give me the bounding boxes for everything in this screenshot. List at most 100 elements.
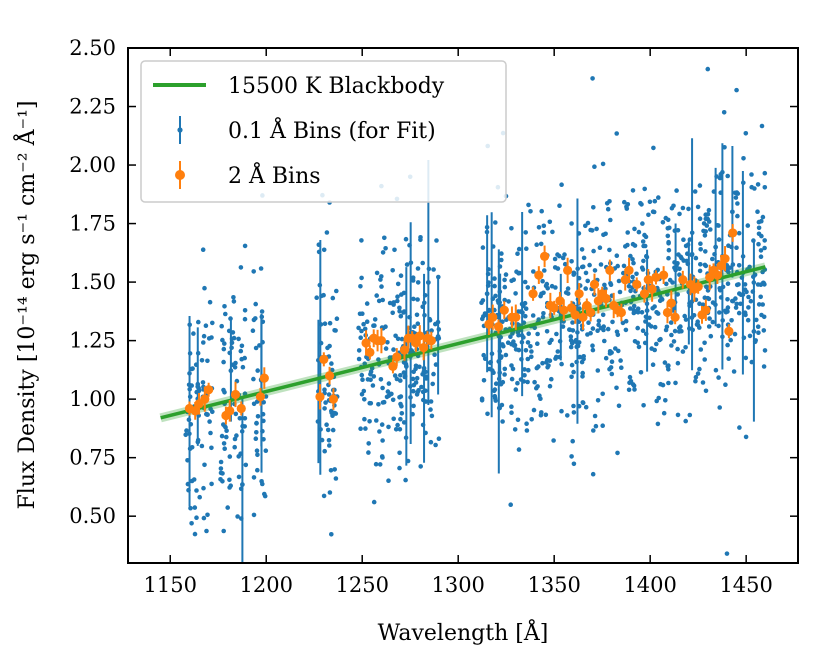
fine-bin-point: [614, 253, 620, 258]
fine-bin-point: [619, 365, 624, 371]
fine-bin-point: [702, 233, 708, 238]
fine-bin-point: [390, 397, 396, 403]
fine-bin-point: [755, 209, 760, 214]
fine-bin-point: [628, 288, 633, 294]
fine-bin-point: [360, 311, 365, 317]
fine-bin-point: [184, 428, 189, 433]
fine-bin-point: [543, 412, 549, 418]
fine-bin-point: [509, 376, 515, 382]
fine-bin-point: [253, 436, 259, 442]
fine-bin-point: [356, 356, 362, 362]
fine-bin-point: [366, 450, 371, 455]
fine-bin-point: [485, 411, 490, 417]
fine-bin-point: [380, 400, 386, 405]
fine-bin-point: [189, 521, 194, 526]
fine-bin-point: [532, 379, 537, 385]
fine-bin-point: [759, 218, 764, 224]
fine-bin-point: [358, 426, 363, 432]
fine-bin-point: [197, 494, 202, 500]
fine-bin-point: [493, 381, 499, 387]
fine-bin-point: [730, 298, 736, 304]
fine-bin-point: [630, 188, 636, 193]
fine-bin-point: [615, 450, 620, 456]
fine-bin-point: [425, 280, 431, 285]
fine-bin-point: [513, 387, 519, 392]
coarse-bin-point: [724, 326, 734, 336]
coarse-bin-point: [426, 336, 436, 346]
fine-bin-point: [673, 380, 678, 386]
fine-bin-point: [557, 203, 562, 208]
fine-bin-point: [371, 374, 377, 379]
fine-bin-point: [220, 471, 225, 476]
fine-bin-point: [218, 466, 224, 471]
coarse-bin-point: [411, 338, 421, 348]
fine-bin-point: [391, 347, 396, 352]
fine-bin-point: [693, 374, 699, 380]
fine-bin-point: [746, 294, 751, 300]
fine-bin-point: [189, 445, 195, 450]
fine-bin-point: [404, 262, 410, 267]
fine-bin-point: [710, 256, 715, 262]
fine-bin-point: [756, 231, 762, 237]
fine-bin-point: [516, 347, 522, 353]
fine-bin-point: [615, 332, 621, 338]
fine-bin-point: [678, 254, 683, 260]
fine-bin-point: [380, 385, 385, 391]
fine-bin-point: [703, 212, 708, 217]
fine-bin-point: [509, 363, 514, 368]
fine-bin-point: [253, 301, 258, 307]
fine-bin-point: [393, 427, 399, 432]
fine-bin-point: [387, 300, 393, 306]
fine-bin-point: [651, 145, 656, 151]
fine-bin-point: [726, 356, 731, 362]
coarse-bin-point: [419, 343, 429, 353]
fine-bin-point: [591, 205, 596, 210]
fine-bin-point: [253, 430, 259, 435]
coarse-bin-point: [376, 336, 387, 346]
fine-bin-point: [686, 206, 691, 212]
fine-bin-point: [751, 329, 757, 334]
x-tick-label: 1200: [239, 573, 292, 597]
fine-bin-point: [362, 326, 368, 332]
fine-bin-point: [581, 255, 587, 261]
fine-bin-point: [549, 376, 554, 382]
fine-bin-point: [219, 433, 225, 439]
fine-bin-point: [418, 464, 424, 469]
fine-bin-point: [255, 452, 260, 458]
fine-bin-point: [741, 156, 746, 161]
fine-bin-point: [496, 359, 502, 364]
fine-bin-point: [367, 419, 372, 424]
fine-bin-point: [390, 268, 396, 273]
fine-bin-point: [370, 383, 376, 388]
fine-bin-point: [238, 348, 244, 354]
fine-bin-point: [421, 365, 427, 371]
fine-bin-point: [233, 411, 239, 417]
coarse-bin-point: [643, 275, 653, 285]
fine-bin-point: [324, 230, 330, 235]
fine-bin-point: [667, 225, 672, 231]
fine-bin-point: [632, 226, 637, 232]
fine-bin-point: [642, 186, 647, 192]
fine-bin-point: [251, 376, 256, 382]
fine-bin-point: [397, 309, 402, 314]
fine-bin-point: [639, 310, 645, 315]
fine-bin-point: [219, 323, 224, 329]
fine-bin-point: [636, 344, 642, 350]
fine-bin-point: [386, 478, 391, 484]
fine-bin-point: [602, 338, 607, 344]
fine-bin-point: [568, 344, 574, 350]
fine-bin-point: [222, 446, 227, 452]
fine-bin-point: [205, 358, 210, 364]
fine-bin-point: [431, 267, 436, 272]
fine-bin-point: [560, 255, 566, 261]
fine-bin-point: [412, 324, 417, 330]
fine-bin-point: [183, 432, 188, 438]
fine-bin-point: [559, 408, 564, 414]
fine-bin-point: [627, 380, 632, 386]
fine-bin-point: [704, 284, 709, 290]
fine-bin-point: [228, 368, 234, 374]
fine-bin-point: [736, 310, 742, 316]
fine-bin-point: [430, 381, 436, 387]
fine-bin-point: [560, 324, 566, 329]
fine-bin-point: [376, 298, 382, 304]
